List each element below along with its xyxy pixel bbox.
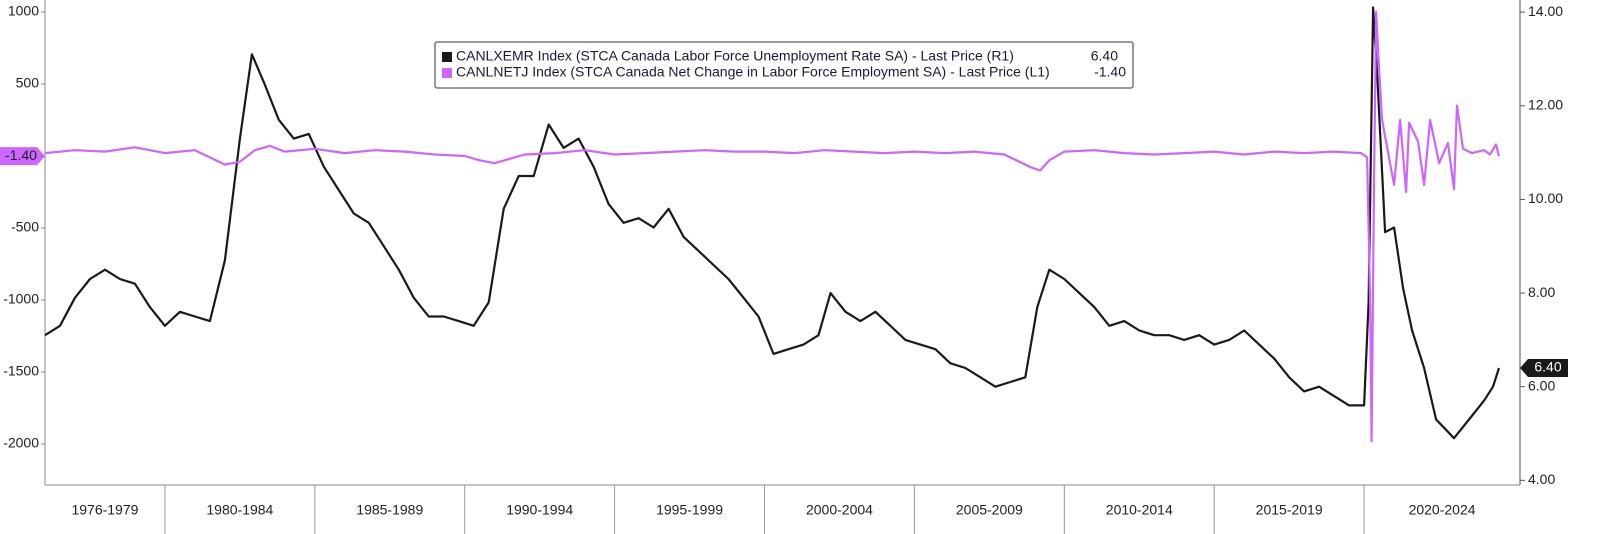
y-tick-label: -500 [11, 219, 39, 235]
last-badge [0, 147, 45, 166]
y2-tick-label: 10.00 [1528, 190, 1563, 206]
y-tick-label: -1500 [3, 363, 39, 379]
y-tick-label: -1000 [3, 291, 39, 307]
y2-tick-label: 6.00 [1528, 377, 1555, 393]
line-0 [44, 6, 1501, 440]
x-tick-label: 1985-1989 [356, 502, 423, 518]
legend-box [434, 41, 1134, 89]
x-tick-label: 1976-1979 [71, 502, 138, 518]
legend-label: CANLXEMR Index (STCA Canada Labor Force … [456, 48, 1014, 64]
legend-value: 6.40 [1091, 48, 1118, 64]
legend-value: -1.40 [1094, 64, 1126, 80]
x-tick-label: 1995-1999 [656, 502, 723, 518]
legend-swatch [442, 52, 452, 62]
x-tick-label: 1980-1984 [206, 502, 273, 518]
legend-swatch [442, 68, 452, 78]
x-tick-label: 2010-2014 [1106, 502, 1173, 518]
y2-tick-label: 4.00 [1528, 471, 1555, 487]
y-tick-label: 1000 [8, 3, 39, 19]
last-label: -1.40 [5, 147, 37, 163]
y2-tick-label: 12.00 [1528, 97, 1563, 113]
legend-label: CANLNETJ Index (STCA Canada Net Change i… [456, 64, 1050, 80]
y-tick-label: 500 [16, 75, 40, 91]
last-badge [1520, 358, 1568, 377]
legend: CANLXEMR Index (STCA Canada Labor Force … [434, 41, 1134, 89]
x-tick-label: 2005-2009 [956, 502, 1023, 518]
y2-tick-label: 8.00 [1528, 284, 1555, 300]
x-tick-label: 2020-2024 [1409, 502, 1476, 518]
x-tick-label: 2015-2019 [1256, 502, 1323, 518]
y-tick-label: -2000 [3, 435, 39, 451]
y2-tick-label: 14.00 [1528, 3, 1563, 19]
x-tick-label: 2000-2004 [806, 502, 873, 518]
last-label: 6.40 [1534, 359, 1561, 375]
line-1 [44, 10, 1501, 443]
x-tick-label: 1990-1994 [506, 502, 573, 518]
